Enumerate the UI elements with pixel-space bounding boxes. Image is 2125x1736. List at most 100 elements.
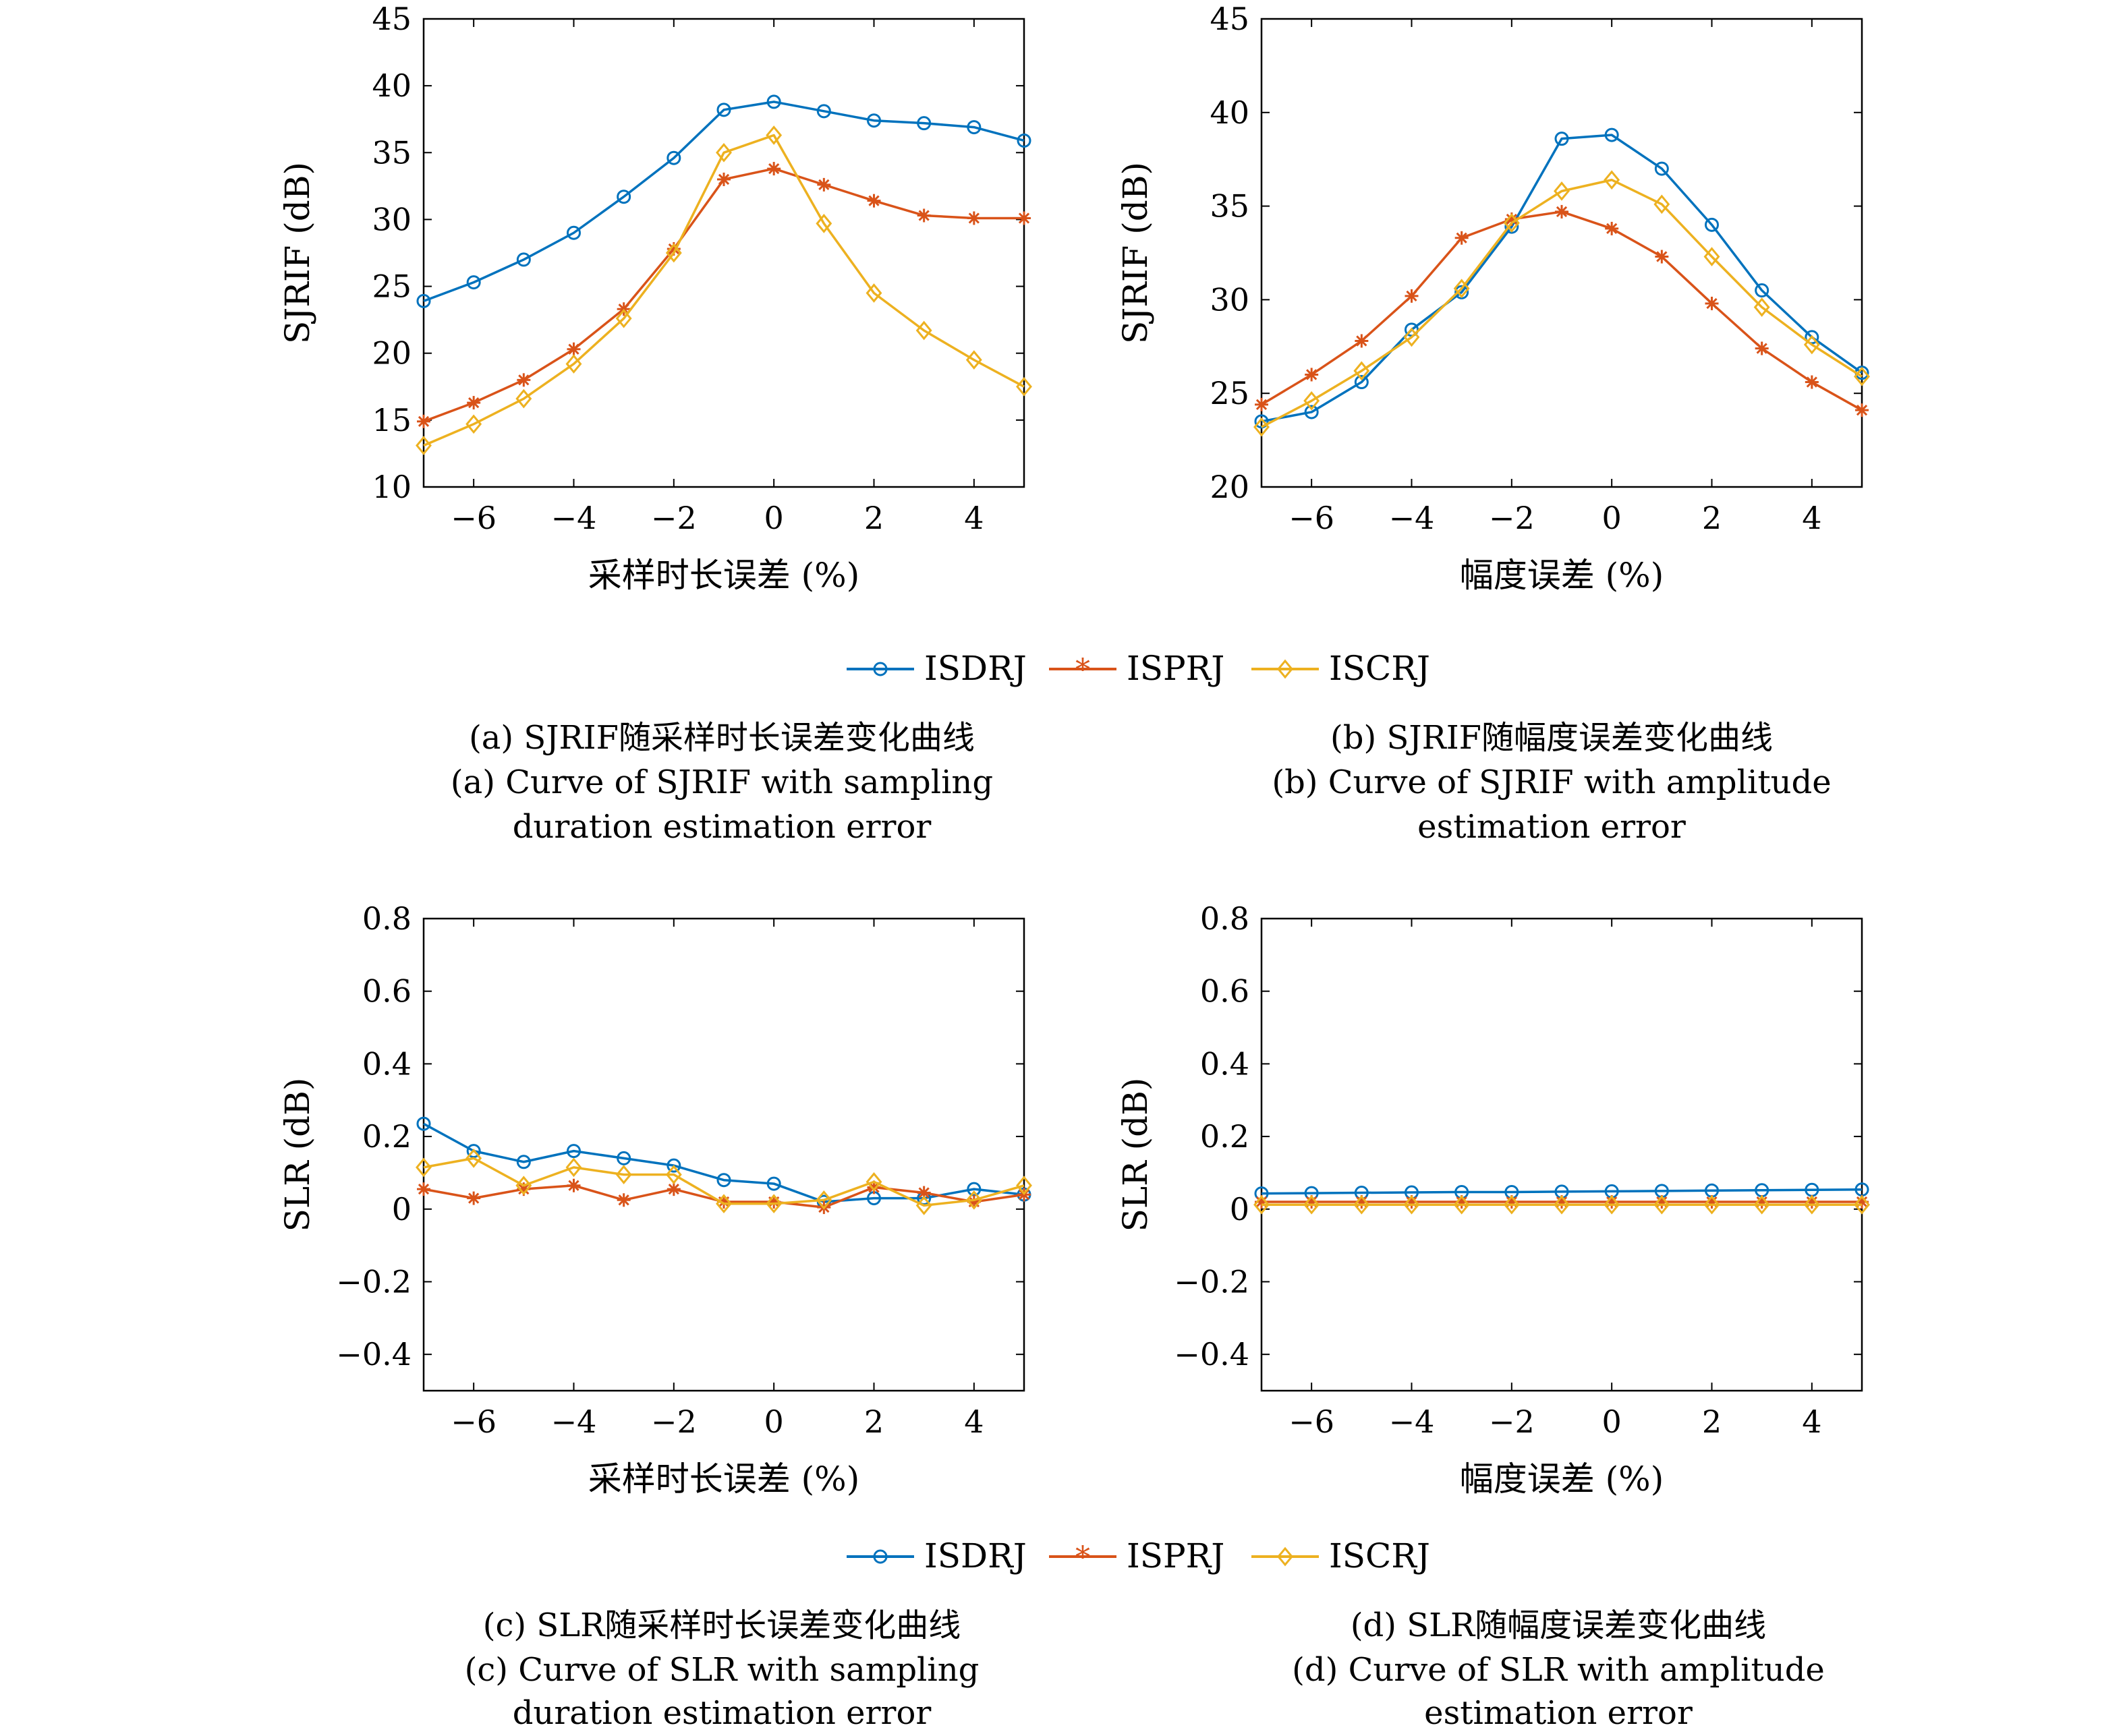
caption-a-line-1: (a) SJRIF随采样时长误差变化曲线 — [469, 719, 975, 757]
series-isprj-point — [1555, 204, 1568, 219]
chart-panel-b: 20 25 30 35 40 45 −6 −4 −2 0 2 4 幅度误差 (%) SJRIF (dB) — [1116, 1, 1870, 595]
series-isprj-point — [467, 396, 481, 410]
legend-label-isdrj: ISDRJ — [924, 649, 1027, 688]
series-iscrj-point — [816, 1190, 832, 1210]
series-iscrj-point — [416, 436, 432, 455]
series-iscrj-point — [1503, 1194, 1520, 1215]
series-iscrj-point — [1403, 1194, 1420, 1215]
series-iscrj-point — [716, 1194, 732, 1214]
legend-label-isprj: ISPRJ — [1127, 649, 1224, 688]
series-isprj-point — [1605, 221, 1619, 235]
caption-b-line-3: estimation error — [1417, 808, 1686, 846]
y-tick-label: 0.4 — [1200, 1045, 1249, 1082]
series-iscrj-point — [615, 308, 632, 328]
series-iscrj-point — [1554, 181, 1570, 201]
legend-marker-circle — [873, 662, 888, 676]
series-iscrj-point — [665, 243, 682, 263]
y-tick-label: 0.2 — [1200, 1118, 1249, 1155]
series-isprj-point — [1355, 334, 1369, 348]
caption-c: (c) SLR随采样时长误差变化曲线 (c) Curve of SLR with… — [465, 1607, 980, 1732]
x-tick-label: −4 — [551, 500, 597, 536]
series-isprj-point — [617, 1193, 631, 1207]
series-isprj-point — [567, 1178, 581, 1192]
series-isdrj-point — [1304, 405, 1319, 419]
chart-panel-c: −0.4 −0.2 0 0.2 0.4 0.6 0.8 −6 −4 −2 0 2 4 采样时长误差 (%)… — [278, 900, 1032, 1499]
series-isdrj-point — [1654, 161, 1669, 176]
series-iscrj-point — [1403, 327, 1420, 347]
series-iscrj-point — [965, 350, 982, 370]
series-iscrj-point — [766, 1194, 783, 1214]
y-tick-label: 40 — [372, 67, 412, 104]
plot-frame — [1260, 917, 1863, 1392]
legend-item-isprj: * ISPRJ — [1049, 649, 1224, 688]
series-isdrj-line — [423, 100, 1025, 303]
caption-a-line-3: duration estimation error — [513, 808, 932, 846]
legend-item-isdrj: ISDRJ — [847, 1536, 1027, 1575]
series-isdrj-point — [567, 1144, 581, 1159]
x-axis-label: 采样时长误差 (%) — [588, 556, 859, 595]
series-iscrj-point — [1453, 279, 1470, 299]
x-tick-label: 0 — [1602, 500, 1622, 536]
series-iscrj-point — [1353, 361, 1370, 381]
series-isdrj-point — [466, 275, 481, 290]
series-isdrj-point — [1017, 133, 1031, 148]
y-tick-label: 0.6 — [1200, 973, 1249, 1010]
series-iscrj-point — [1253, 1194, 1270, 1215]
x-tick-label: −4 — [1389, 1404, 1435, 1440]
plot-frame — [422, 917, 1025, 1392]
caption-d-line-1: (d) SLR随幅度误差变化曲线 — [1351, 1607, 1766, 1644]
series-iscrj-point — [1703, 1194, 1720, 1215]
x-tick-label: 2 — [1702, 1404, 1722, 1440]
series-isdrj-point — [1454, 285, 1469, 299]
series-iscrj-point — [515, 1176, 532, 1196]
series-iscrj-line — [423, 1157, 1025, 1207]
series-isdrj-point — [466, 1144, 481, 1159]
caption-d-line-3: estimation error — [1424, 1694, 1693, 1732]
series-isdrj-point — [1554, 132, 1569, 146]
series-isprj — [1255, 204, 1869, 417]
legend-label-isprj: ISPRJ — [1127, 1536, 1224, 1575]
series-isprj-point — [1755, 341, 1769, 355]
series-isdrj-point — [416, 293, 431, 308]
series-iscrj-point — [1303, 390, 1320, 411]
series-isprj-point — [1017, 211, 1031, 225]
series-isprj-point — [1405, 289, 1419, 303]
y-tick-label: 20 — [372, 335, 412, 372]
legend-label-isdrj: ISDRJ — [924, 1536, 1027, 1575]
legend-item-iscrj: ISCRJ — [1251, 649, 1430, 688]
y-axis-label: SLR (dB) — [278, 1078, 317, 1232]
legend-label-iscrj: ISCRJ — [1329, 649, 1430, 688]
x-tick-label: −2 — [1489, 1404, 1535, 1440]
series-isprj-point — [717, 172, 731, 186]
caption-c-line-2: (c) Curve of SLR with sampling — [465, 1651, 980, 1689]
series-isprj-point — [567, 342, 581, 356]
y-axis-label: SLR (dB) — [1116, 1078, 1155, 1232]
x-tick-label: 2 — [864, 500, 884, 536]
series-iscrj-point — [716, 142, 732, 163]
series-iscrj-point — [1703, 247, 1720, 266]
series-iscrj-point — [766, 125, 783, 145]
series-iscrj-point — [665, 1165, 682, 1184]
series-iscrj-point — [1653, 1194, 1670, 1215]
x-axis-label: 采样时长误差 (%) — [588, 1459, 859, 1499]
series-isdrj-point — [917, 116, 932, 131]
series-isdrj-point — [516, 1155, 531, 1169]
series-isdrj-point — [1755, 283, 1769, 298]
y-tick-label: 0.6 — [362, 973, 412, 1010]
series-iscrj-point — [1253, 417, 1270, 437]
series-isprj-point — [867, 194, 881, 208]
series-isdrj-point — [716, 1173, 731, 1188]
x-tick-label: 4 — [1802, 1404, 1821, 1440]
series-iscrj-point — [1303, 1194, 1320, 1215]
x-tick-label: −4 — [551, 1404, 597, 1440]
series-iscrj-line — [1261, 178, 1863, 428]
x-tick-label: −4 — [1389, 500, 1435, 536]
series-isprj-point — [817, 177, 831, 192]
legend-marker-diamond — [1277, 1546, 1293, 1567]
y-tick-label: −0.4 — [336, 1336, 412, 1372]
series-iscrj-point — [515, 388, 532, 409]
x-tick-label: 0 — [1602, 1404, 1622, 1440]
series-isprj-point — [417, 1182, 430, 1196]
caption-c-line-3: duration estimation error — [513, 1694, 932, 1732]
series-isdrj-point — [667, 1158, 681, 1173]
